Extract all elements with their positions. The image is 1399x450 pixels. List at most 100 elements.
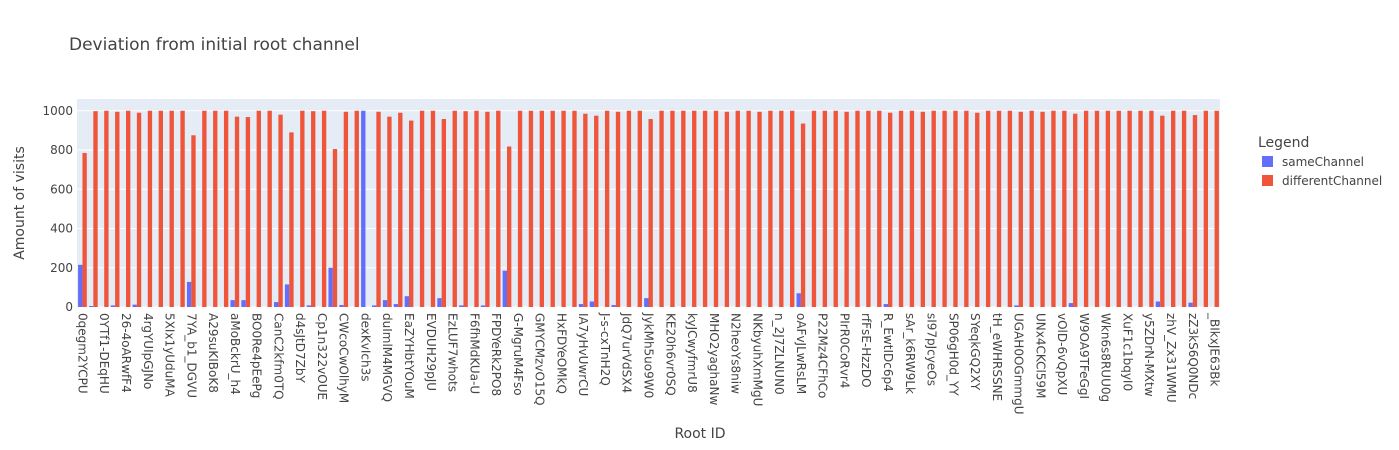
- bar: [382, 300, 388, 307]
- bar: [1094, 110, 1100, 307]
- bar: [502, 270, 507, 307]
- bar: [1155, 301, 1161, 307]
- x-tick-label: SYeqkGQ2XY: [968, 313, 982, 391]
- x-tick-label: P22Mz4CFhCo: [816, 313, 830, 398]
- bar: [887, 112, 893, 308]
- bar: [241, 300, 246, 307]
- bar: [186, 281, 192, 307]
- x-tick-label: vOlD-6vQpXU: [1055, 313, 1069, 395]
- bar: [343, 111, 349, 307]
- bar: [517, 110, 523, 307]
- bar: [332, 149, 338, 307]
- x-tick-label: tH_eWHRSSNE: [990, 313, 1004, 401]
- bar: [855, 110, 860, 307]
- bar: [496, 110, 501, 307]
- bar: [909, 110, 915, 307]
- bar: [953, 110, 958, 307]
- bar: [387, 116, 392, 308]
- x-tick-label: N2heoYs8niw: [729, 313, 743, 394]
- bar: [1181, 110, 1187, 307]
- bar: [180, 110, 185, 307]
- bar: [796, 293, 801, 307]
- bar: [230, 300, 235, 307]
- bar: [883, 304, 888, 307]
- x-tick-label: 0qegm2YCPU: [75, 313, 89, 394]
- bar: [648, 119, 653, 307]
- x-tick-label: Cp1n322vOUE: [315, 313, 329, 400]
- bar: [702, 110, 708, 307]
- x-tick-label: MHO2yaghaNw: [707, 313, 721, 405]
- bar: [393, 304, 399, 307]
- x-tick-label: FPDYeRk2PO8: [489, 313, 503, 396]
- x-tick-label: JdQ7urVdSX4: [620, 312, 634, 393]
- bar: [104, 110, 109, 307]
- bar: [1171, 110, 1176, 307]
- x-tick-label: kyJCwyfmrU8: [685, 313, 699, 393]
- bar: [611, 305, 616, 307]
- x-tick-label: HxFDYeOMkQ: [554, 313, 568, 394]
- bar: [452, 110, 457, 307]
- bar: [1188, 302, 1193, 307]
- bar: [158, 110, 163, 307]
- bar: [561, 110, 566, 307]
- bar: [1051, 110, 1056, 307]
- x-tick-label: 0YTf1-DEqHU: [97, 313, 111, 394]
- bar: [419, 110, 425, 307]
- bar: [306, 305, 312, 307]
- legend-title: Legend: [1258, 135, 1309, 151]
- bar: [528, 110, 534, 307]
- bar: [692, 110, 697, 307]
- bar: [898, 110, 904, 307]
- x-tick-label: J-s-cxTnH2Q: [598, 312, 612, 386]
- bar: [1116, 110, 1121, 307]
- x-tick-label: rfFsE-HzzDO: [859, 313, 873, 388]
- bar: [790, 110, 795, 307]
- x-tick-label: W9OA9TFeGgI: [1077, 313, 1091, 399]
- bar: [289, 132, 294, 307]
- bar: [637, 110, 642, 307]
- bar: [93, 111, 98, 307]
- x-tick-label: UNx4CKCl59M: [1033, 313, 1047, 398]
- bar: [267, 110, 272, 307]
- x-tick-label: KE20h6vr0SQ: [663, 313, 677, 396]
- bar: [354, 110, 359, 307]
- x-tick-label: BO0Re4pEePg: [250, 313, 264, 398]
- x-tick-label: zZ3kS6Q0NDc: [1186, 313, 1200, 399]
- bar: [659, 110, 664, 307]
- bar: [985, 110, 991, 307]
- bar: [1068, 303, 1074, 307]
- bar: [724, 111, 730, 307]
- bar: [437, 298, 442, 307]
- x-axis-title: Root ID: [674, 426, 725, 442]
- bar: [1083, 110, 1089, 307]
- bar: [191, 135, 196, 307]
- bar: [920, 111, 925, 307]
- bar: [822, 110, 828, 307]
- bar: [321, 110, 327, 307]
- x-tick-label: duImlM4MGVQ: [380, 313, 394, 402]
- x-tick-label: 26-4oARwfF4: [119, 313, 133, 393]
- bar: [376, 111, 381, 307]
- x-tick-label: CanC2kfm0TQ: [271, 313, 285, 400]
- bar: [877, 110, 882, 307]
- bar: [833, 110, 838, 307]
- bar: [578, 304, 584, 307]
- bar: [506, 146, 512, 307]
- bar: [234, 116, 240, 308]
- bar: [213, 110, 218, 307]
- y-axis-title: Amount of visits: [12, 146, 28, 260]
- bar: [132, 304, 137, 307]
- bar: [245, 117, 251, 308]
- y-tick-label: 0: [65, 300, 73, 314]
- bar: [78, 264, 83, 307]
- bar: [644, 298, 649, 307]
- bar: [480, 305, 486, 307]
- bar: [115, 111, 120, 307]
- bar: [459, 305, 464, 307]
- x-tick-label: oAFvJLwRsLM: [794, 313, 808, 394]
- bar: [964, 110, 969, 307]
- legend-swatch: [1262, 156, 1273, 167]
- bar: [589, 301, 595, 307]
- x-tick-label: JykMh5uo9W0: [642, 312, 656, 398]
- bar: [328, 267, 333, 307]
